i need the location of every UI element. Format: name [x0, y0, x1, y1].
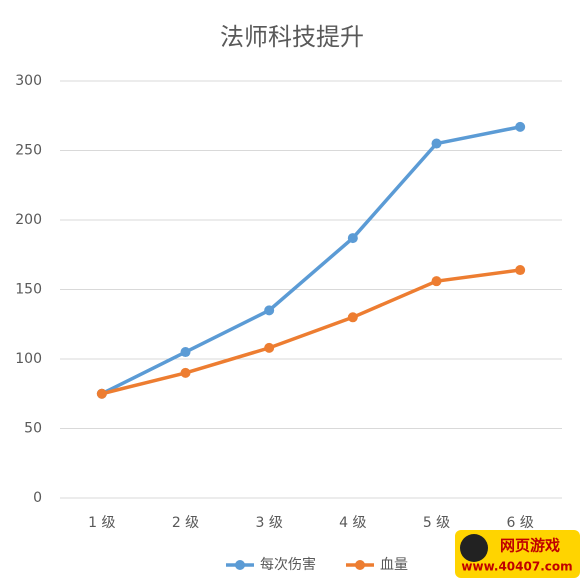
series-line [101, 268, 521, 396]
point [347, 233, 358, 244]
point [96, 388, 107, 399]
point [347, 312, 358, 323]
watermark-url: www.40407.com [461, 560, 572, 574]
y-tick-label: 200 [15, 212, 42, 228]
y-tick-label: 50 [24, 421, 42, 437]
chart-title: 法师科技提升 [220, 23, 364, 51]
legend-marker [235, 560, 245, 570]
legend-label: 血量 [380, 557, 408, 573]
legend-label: 每次伤害 [260, 557, 316, 573]
y-tick-label: 300 [15, 73, 42, 89]
x-tick-label: 3 级 [255, 515, 282, 531]
x-tick-label: 1 级 [88, 515, 115, 531]
point [264, 342, 275, 353]
y-tick-label: 0 [33, 490, 42, 506]
point [264, 305, 275, 316]
watermark-icon [460, 534, 488, 562]
x-tick-label: 2 级 [172, 515, 199, 531]
y-tick-label: 250 [15, 143, 42, 159]
y-tick-label: 150 [15, 282, 42, 298]
x-tick-label: 5 级 [423, 515, 450, 531]
watermark: 网页游戏 www.40407.com [455, 530, 580, 578]
x-tick-label: 6 级 [506, 515, 533, 531]
x-tick-label: 4 级 [339, 515, 366, 531]
series-line [101, 125, 521, 396]
point [180, 347, 191, 358]
point [180, 367, 191, 378]
point [515, 121, 526, 132]
point [515, 265, 526, 276]
point [431, 138, 442, 149]
legend-marker [355, 560, 365, 570]
y-tick-label: 100 [15, 351, 42, 367]
watermark-name: 网页游戏 [500, 537, 560, 555]
point [431, 276, 442, 287]
